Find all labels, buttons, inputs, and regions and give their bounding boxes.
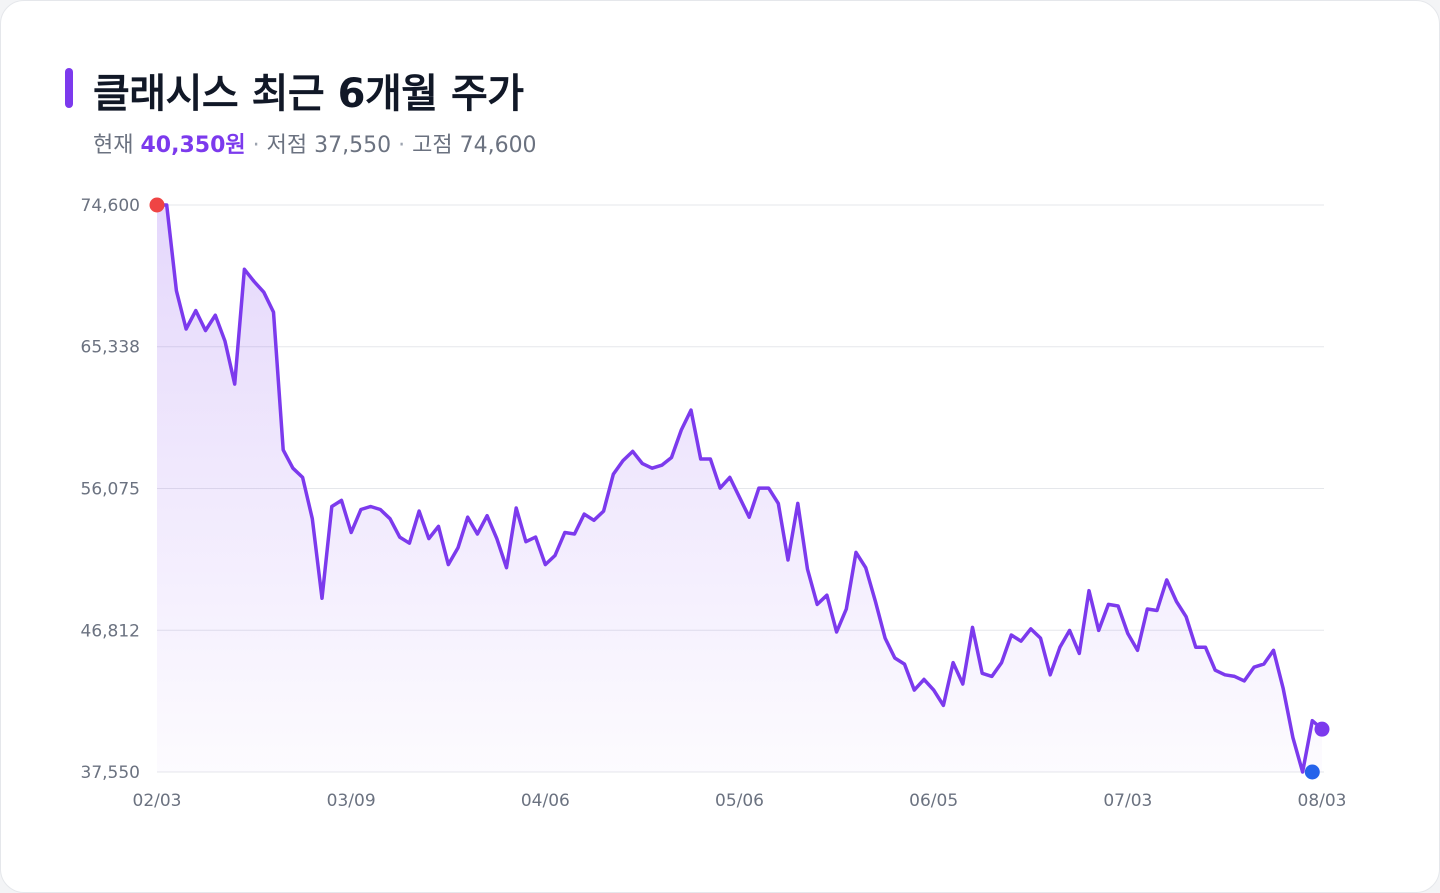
page-title: 클래시스 최근 6개월 주가 [93,71,524,117]
current-label: 현재 [93,133,134,158]
x-tick-label: 05/06 [715,791,764,811]
low-label: 저점 [266,133,308,158]
x-axis-ticks: 02/03 03/09 04/06 05/06 06/05 07/03 08/03 [133,791,1347,811]
price-markers [149,197,1330,780]
price-line [155,203,1324,774]
low-price: 37,550 [314,133,392,158]
x-tick-label: 06/05 [909,791,958,811]
title-accent-bar [65,68,73,108]
current-marker [1314,721,1330,737]
current-price: 40,350원 [140,133,246,158]
high-label: 고점 [412,133,453,158]
y-tick-label: 37,550 [81,763,140,783]
x-tick-label: 08/03 [1298,791,1347,811]
y-axis-ticks: 74,600 65,338 56,075 46,812 37,550 [81,196,140,783]
y-tick-label: 56,075 [81,480,140,500]
y-tick-label: 65,338 [81,338,140,358]
x-tick-label: 02/03 [133,791,182,811]
separator: · [398,133,406,158]
x-tick-label: 07/03 [1103,791,1152,811]
low-marker [1304,764,1320,780]
price-summary: 현재 40,350원 · 저점 37,550 · 고점 74,600 [93,127,537,159]
x-tick-label: 03/09 [327,791,376,811]
high-marker [149,197,165,213]
y-tick-label: 74,600 [81,196,140,216]
y-tick-label: 46,812 [81,621,140,641]
high-price: 74,600 [459,133,537,158]
separator: · [252,133,260,158]
x-tick-label: 04/06 [521,791,570,811]
